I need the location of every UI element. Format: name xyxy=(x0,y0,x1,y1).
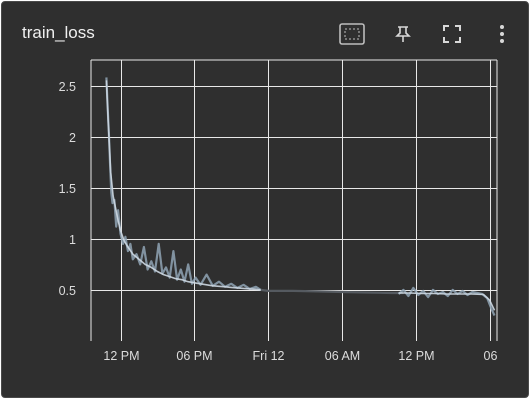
card-title: train_loss xyxy=(22,23,95,42)
y-tick-label: 1 xyxy=(69,233,76,247)
x-tick-label: 12 PM xyxy=(398,349,434,363)
y-tick-label: 2.5 xyxy=(59,80,76,94)
x-axis-ticks: 12 PM 06 PM Fri 12 06 AM 12 PM 06 xyxy=(103,349,497,363)
x-tick-label: 06 xyxy=(484,349,498,363)
fullscreen-button[interactable] xyxy=(438,20,466,48)
chart-series xyxy=(105,77,496,316)
x-tick-label: 06 PM xyxy=(176,349,212,363)
series-line-raw xyxy=(397,286,496,316)
fit-domain-button[interactable] xyxy=(338,20,366,48)
series-line-smooth xyxy=(105,80,261,291)
x-tick-label: Fri 12 xyxy=(253,349,285,363)
card-toolbar xyxy=(332,20,522,48)
pin-icon xyxy=(395,26,411,42)
chart-grid xyxy=(90,59,498,341)
y-tick-label: 2 xyxy=(69,131,76,145)
fit-domain-icon xyxy=(339,23,365,45)
series-line-smooth xyxy=(398,292,496,311)
pin-button[interactable] xyxy=(389,20,417,48)
x-tick-label: 12 PM xyxy=(103,349,139,363)
more-options-button[interactable] xyxy=(488,20,516,48)
series-line-gap xyxy=(260,288,404,295)
y-axis-ticks: 0.5 1 1.5 2 2.5 xyxy=(59,80,76,298)
series-line-raw xyxy=(105,77,262,291)
fullscreen-icon xyxy=(443,25,461,43)
more-vert-icon xyxy=(500,25,504,43)
y-tick-label: 0.5 xyxy=(59,284,76,298)
x-tick-label: 06 AM xyxy=(325,349,360,363)
y-tick-label: 1.5 xyxy=(59,182,76,196)
